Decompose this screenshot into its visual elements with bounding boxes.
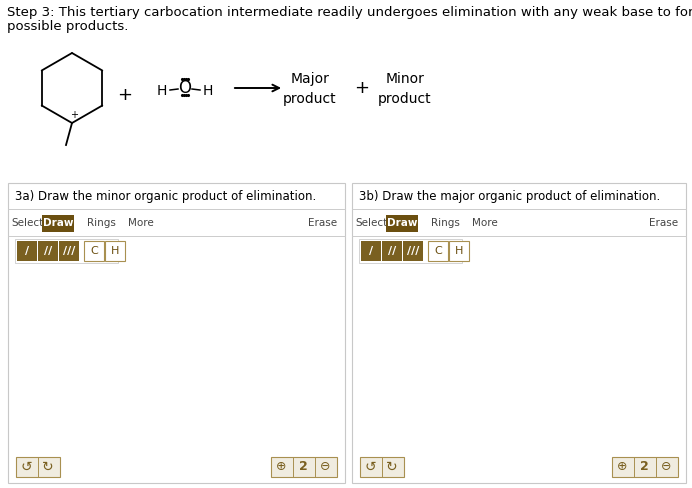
Text: +: + bbox=[354, 79, 370, 97]
Text: C: C bbox=[434, 246, 442, 256]
Text: possible products.: possible products. bbox=[7, 20, 129, 33]
Bar bbox=[428, 241, 448, 261]
Text: 3a) Draw the minor organic product of elimination.: 3a) Draw the minor organic product of el… bbox=[15, 190, 316, 203]
Text: //: // bbox=[44, 246, 52, 256]
Bar bbox=[271, 457, 337, 477]
Text: Rings: Rings bbox=[86, 218, 116, 228]
Text: H: H bbox=[203, 84, 213, 98]
Bar bbox=[361, 241, 381, 261]
Text: 2: 2 bbox=[299, 461, 307, 473]
Text: +: + bbox=[118, 86, 132, 104]
Text: Select: Select bbox=[12, 218, 44, 228]
Bar bbox=[42, 215, 74, 231]
Text: Step 3: This tertiary carbocation intermediate readily undergoes elimination wit: Step 3: This tertiary carbocation interm… bbox=[7, 6, 692, 19]
Text: ↻: ↻ bbox=[386, 460, 398, 474]
Bar bbox=[8, 183, 345, 483]
Text: /: / bbox=[369, 246, 373, 256]
Text: H: H bbox=[455, 246, 463, 256]
Text: Rings: Rings bbox=[430, 218, 459, 228]
Text: Draw: Draw bbox=[387, 218, 417, 228]
Bar bbox=[15, 239, 118, 263]
Text: ///: /// bbox=[63, 246, 75, 256]
Text: /: / bbox=[25, 246, 29, 256]
Bar bbox=[16, 457, 60, 477]
Text: More: More bbox=[472, 218, 498, 228]
Text: More: More bbox=[128, 218, 154, 228]
Text: +: + bbox=[70, 110, 78, 120]
Text: ///: /// bbox=[407, 246, 419, 256]
Text: ↻: ↻ bbox=[42, 460, 54, 474]
Text: O: O bbox=[179, 79, 192, 97]
Text: C: C bbox=[90, 246, 98, 256]
Bar bbox=[612, 457, 678, 477]
Text: H: H bbox=[157, 84, 167, 98]
Text: //: // bbox=[388, 246, 396, 256]
Text: ↺: ↺ bbox=[20, 460, 32, 474]
Text: H: H bbox=[111, 246, 119, 256]
Text: Minor
product: Minor product bbox=[379, 72, 432, 105]
Text: Erase: Erase bbox=[309, 218, 338, 228]
Bar bbox=[360, 457, 404, 477]
Bar bbox=[449, 241, 469, 261]
Text: 3b) Draw the major organic product of elimination.: 3b) Draw the major organic product of el… bbox=[359, 190, 660, 203]
Text: Select: Select bbox=[356, 218, 388, 228]
Text: ⊖: ⊖ bbox=[320, 461, 330, 473]
Text: ⊕: ⊕ bbox=[617, 461, 627, 473]
Bar bbox=[17, 241, 37, 261]
Text: ⊖: ⊖ bbox=[661, 461, 671, 473]
Text: Major
product: Major product bbox=[283, 72, 337, 105]
Bar bbox=[403, 241, 423, 261]
Bar bbox=[359, 239, 462, 263]
Text: ↺: ↺ bbox=[364, 460, 376, 474]
Bar bbox=[38, 241, 58, 261]
Bar bbox=[84, 241, 104, 261]
Text: Draw: Draw bbox=[43, 218, 73, 228]
Text: ⊕: ⊕ bbox=[275, 461, 286, 473]
Bar bbox=[59, 241, 79, 261]
Text: 2: 2 bbox=[639, 461, 648, 473]
Bar bbox=[382, 241, 402, 261]
Bar bbox=[386, 215, 418, 231]
Bar bbox=[352, 183, 686, 483]
Text: Erase: Erase bbox=[649, 218, 679, 228]
Bar bbox=[105, 241, 125, 261]
